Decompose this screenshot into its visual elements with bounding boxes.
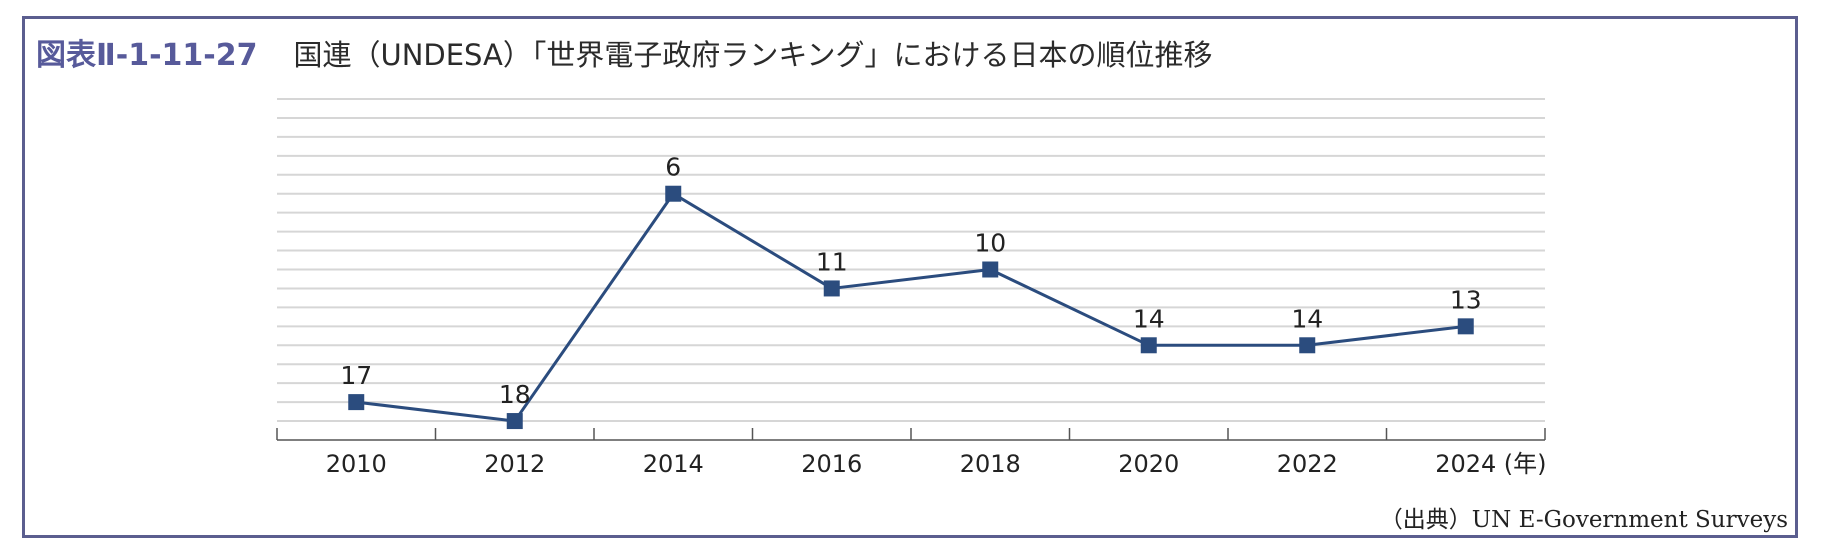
data-labels: 17 18 6 11 10 14 14 13 [340, 153, 1481, 409]
data-point [665, 185, 682, 202]
chart-title: 国連（UNDESA）「世界電子政府ランキング」における日本の順位推移 [293, 38, 1213, 72]
series-rank [348, 185, 1474, 430]
figure-number: 図表Ⅱ-1-11-27 [36, 38, 258, 73]
data-point [823, 280, 840, 297]
x-tick-label: 2012 [484, 450, 545, 478]
data-point [1457, 318, 1474, 335]
figure-frame [22, 16, 1798, 538]
x-tick-label: 2022 [1277, 450, 1338, 478]
data-label: 10 [974, 229, 1006, 258]
data-label: 17 [340, 361, 372, 390]
data-label: 14 [1133, 304, 1165, 333]
data-label: 6 [665, 153, 681, 182]
x-tick-label: 2020 [1118, 450, 1179, 478]
x-tick-label: 2018 [960, 450, 1021, 478]
data-point [348, 394, 365, 411]
figure-header: 図表Ⅱ-1-11-27 国連（UNDESA）「世界電子政府ランキング」における日… [36, 30, 1212, 74]
x-axis-unit: (年) [1504, 450, 1547, 478]
source-note: （出典）UN E-Government Surveys [1379, 507, 1788, 533]
data-point [506, 413, 523, 430]
data-point [1299, 337, 1316, 354]
data-label: 11 [816, 247, 848, 276]
data-point [1140, 337, 1157, 354]
x-tick-label: 2024 [1435, 450, 1496, 478]
data-point [982, 261, 999, 278]
x-axis [276, 428, 1546, 441]
series-line [356, 192, 1466, 423]
x-tick-label: 2014 [643, 450, 704, 478]
x-tick-label: 2010 [326, 450, 387, 478]
data-label: 13 [1450, 285, 1482, 314]
gridlines [277, 98, 1545, 423]
x-tick-labels: 2010 2012 2014 2016 2018 2020 2022 2024 (年) [326, 450, 1547, 478]
data-label: 14 [1291, 304, 1323, 333]
x-tick-label: 2016 [801, 450, 862, 478]
data-label: 18 [499, 380, 531, 409]
